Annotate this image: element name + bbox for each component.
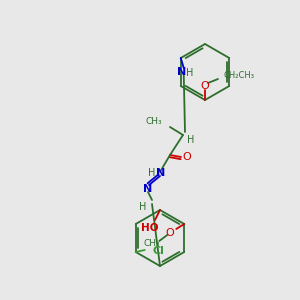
Text: H: H (187, 135, 195, 145)
Text: HO: HO (141, 223, 159, 233)
Text: H: H (148, 168, 156, 178)
Text: O: O (201, 81, 209, 91)
Text: O: O (166, 228, 175, 238)
Text: CH₃: CH₃ (146, 118, 162, 127)
Text: CH₃: CH₃ (144, 239, 160, 248)
Text: CH₂CH₃: CH₂CH₃ (223, 71, 254, 80)
Text: O: O (183, 152, 191, 162)
Text: N: N (177, 67, 186, 77)
Text: Cl: Cl (153, 246, 165, 256)
Text: N: N (156, 168, 166, 178)
Text: N: N (143, 184, 153, 194)
Text: H: H (139, 202, 147, 212)
Text: H: H (186, 68, 194, 78)
